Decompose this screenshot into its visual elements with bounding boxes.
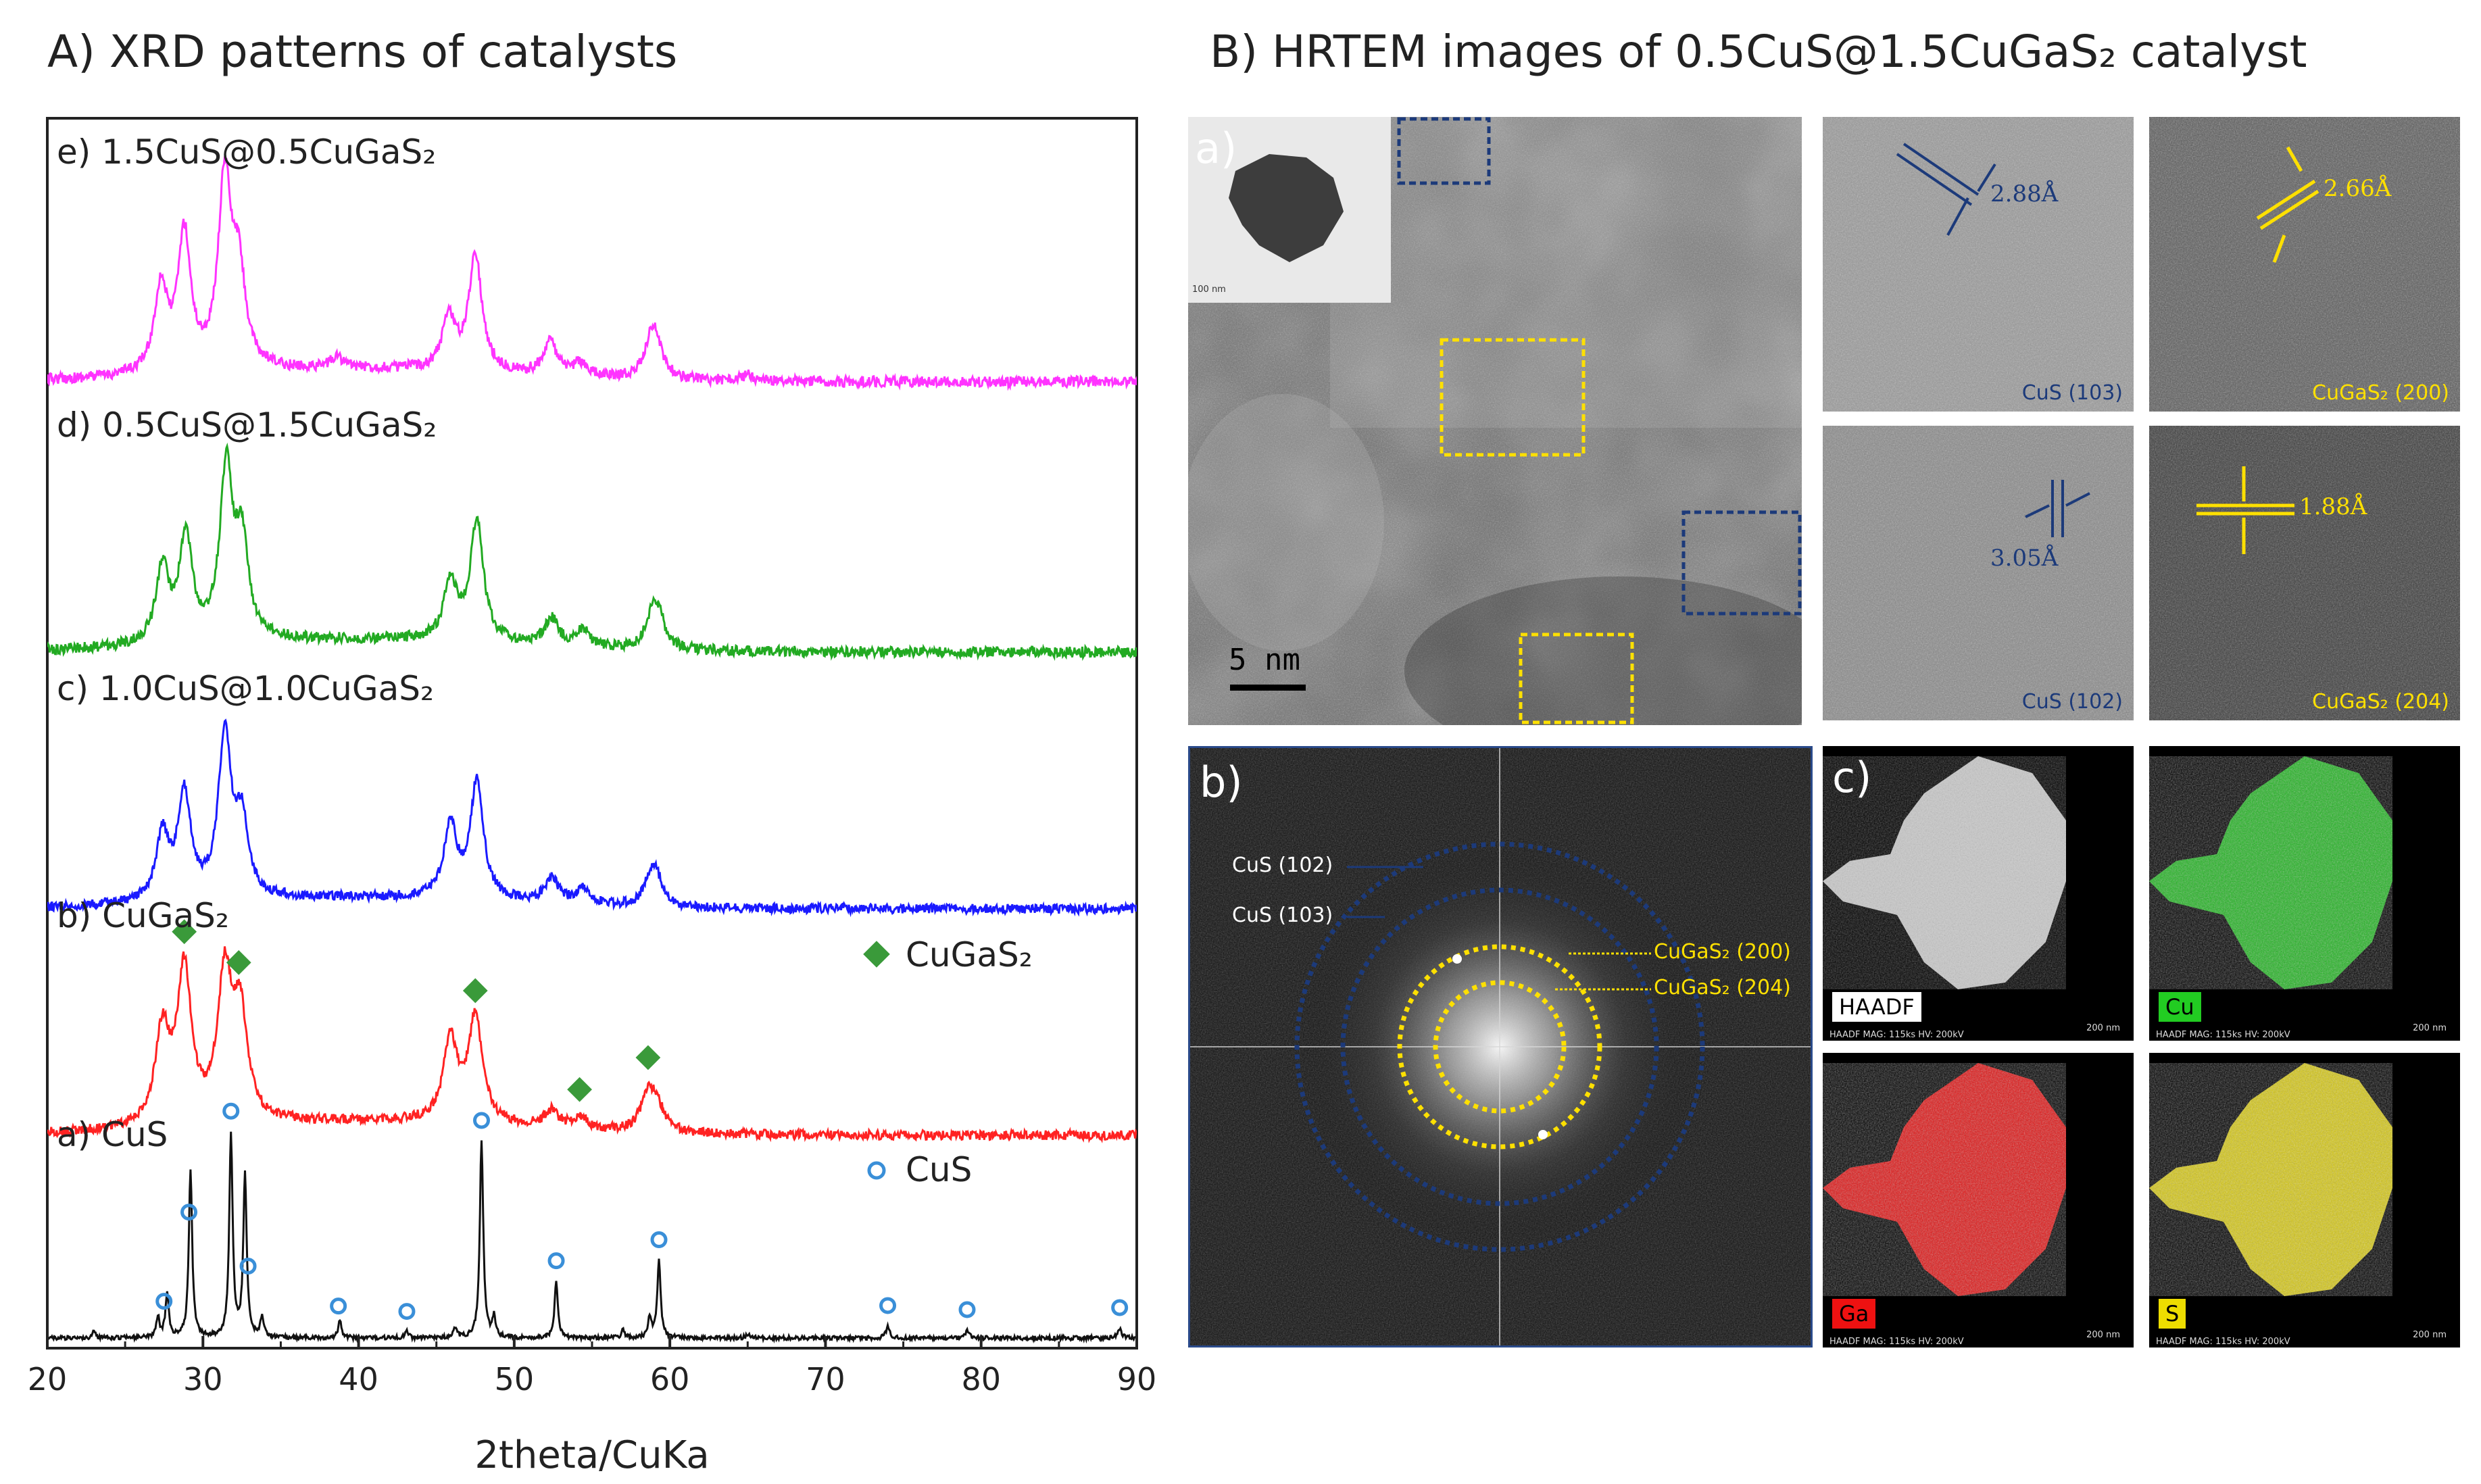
eds-info-4: HAADF MAG: 115ks HV: 200kV (2156, 1337, 2290, 1347)
series-label-e: e) 1.5CuS@0.5CuGaS₂ (57, 132, 436, 172)
eds-label-c: c) (1832, 753, 1872, 802)
fft-ring-label-4: CuGaS₂ (204) (1654, 976, 1791, 999)
x-tick-label-30: 30 (183, 1361, 223, 1398)
cus-marker-10 (958, 1301, 976, 1318)
x-tick-label-80: 80 (961, 1361, 1001, 1398)
eds-map-s: S 200 nm HAADF MAG: 115ks HV: 200kV (2149, 1053, 2460, 1347)
inset-plane-2: CuGaS₂ (200) (2312, 381, 2449, 405)
inset-cugas2-200: 2.66Å CuGaS₂ (200) (2149, 117, 2460, 412)
cus-marker-11 (1111, 1299, 1129, 1316)
eds-map-label-s: S (2159, 1299, 2186, 1329)
inset-plane-3: CuS (102) (2021, 690, 2123, 714)
series-label-d: d) 0.5CuS@1.5CuGaS₂ (57, 405, 437, 445)
cus-marker-0 (155, 1293, 173, 1310)
fft-ring-label-2: CuS (103) (1232, 904, 1333, 927)
cugas2-marker-2 (462, 978, 488, 1004)
series-line-a (47, 1131, 1137, 1344)
cugas2-marker-0 (172, 919, 197, 945)
plot-frame (46, 117, 1138, 1350)
legend-cugas2-marker (863, 941, 890, 968)
eds-info-2: HAADF MAG: 115ks HV: 200kV (2156, 1030, 2290, 1040)
eds-map-label-ga: Ga (1832, 1299, 1876, 1329)
inset-plane-4: CuGaS₂ (204) (2312, 690, 2449, 714)
legend-cugas2-label: CuGaS₂ (906, 935, 1033, 974)
inset-cus-102: 3.05Å CuS (102) (1823, 426, 2134, 720)
inset-d-spacing-1: 2.88Å (1990, 180, 2059, 207)
cus-marker-1 (180, 1204, 198, 1221)
eds-info-1: HAADF MAG: 115ks HV: 200kV (1829, 1030, 1964, 1040)
eds-info-3: HAADF MAG: 115ks HV: 200kV (1829, 1337, 1964, 1347)
series-label-b: b) CuGaS₂ (57, 896, 229, 935)
inset-d-spacing-2: 2.66Å (2324, 175, 2392, 202)
x-tick-label-70: 70 (806, 1361, 845, 1398)
cus-marker-3 (239, 1258, 257, 1275)
cus-marker-8 (650, 1231, 668, 1249)
series-label-c: c) 1.0CuS@1.0CuGaS₂ (57, 669, 434, 708)
xrd-title: A) XRD patterns of catalysts (47, 26, 678, 78)
hrtem-main-image: a) 100 nm 5 nm (1188, 117, 1802, 725)
fft-ring-label-3: CuGaS₂ (200) (1654, 940, 1791, 964)
inset-d-spacing-4: 1.88Å (2299, 493, 2367, 520)
eds-map-label-haadf: HAADF (1832, 992, 1921, 1022)
inset-cus-103: 2.88Å CuS (103) (1823, 117, 2134, 412)
x-tick-label-20: 20 (28, 1361, 68, 1398)
eds-map-ga: Ga 200 nm HAADF MAG: 115ks HV: 200kV (1823, 1053, 2134, 1347)
fft-image: b) CuS (102) CuS (103) CuGaS₂ (200) CuGa… (1188, 746, 1813, 1347)
eds-map-label-cu: Cu (2159, 992, 2201, 1022)
x-tick-label-40: 40 (339, 1361, 378, 1398)
hrtem-scale-label: 5 nm (1229, 643, 1300, 677)
eds-map-cu: Cu 200 nm HAADF MAG: 115ks HV: 200kV (2149, 746, 2460, 1041)
legend-cus-marker (867, 1161, 886, 1180)
cus-marker-7 (547, 1252, 565, 1270)
series-label-a: a) CuS (57, 1115, 168, 1154)
eds-scale-4: 200 nm (2413, 1330, 2447, 1340)
x-axis-label: 2theta/CuKa (474, 1433, 709, 1477)
x-tick-label-90: 90 (1117, 1361, 1157, 1398)
eds-scale-3: 200 nm (2086, 1330, 2120, 1340)
series-line-e (47, 156, 1137, 391)
fft-label-b: b) (1200, 758, 1243, 807)
series-line-c (47, 718, 1137, 918)
legend-cus-label: CuS (906, 1150, 972, 1189)
eds-scale-1: 200 nm (2086, 1023, 2120, 1033)
eds-scale-2: 200 nm (2413, 1023, 2447, 1033)
fft-ring-label-1: CuS (102) (1232, 854, 1333, 877)
cugas2-marker-4 (635, 1045, 661, 1070)
cus-marker-5 (398, 1303, 416, 1320)
hrtem-title: B) HRTEM images of 0.5CuS@1.5CuGaS₂ cata… (1210, 26, 2307, 78)
cus-marker-2 (222, 1102, 240, 1120)
inset-cugas2-204: 1.88Å CuGaS₂ (204) (2149, 426, 2460, 720)
cus-marker-9 (879, 1297, 897, 1314)
x-tick-label-60: 60 (650, 1361, 690, 1398)
xrd-chart: 20 30 40 50 60 70 80 90 2theta/CuKa e) 1.5CuS@0… (28, 117, 1157, 1477)
x-tick-label-50: 50 (495, 1361, 535, 1398)
series-line-d (47, 442, 1137, 662)
inset-scale-label: 100 nm (1192, 285, 1226, 295)
inset-plane-1: CuS (103) (2021, 381, 2123, 405)
cus-marker-6 (472, 1112, 490, 1129)
cus-marker-4 (330, 1297, 347, 1315)
inset-d-spacing-3: 3.05Å (1990, 545, 2059, 572)
hrtem-label-a: a) (1195, 124, 1237, 173)
eds-map-haadf: c) HAADF 200 nm HAADF MAG: 115ks HV: 200… (1823, 746, 2134, 1041)
cugas2-marker-1 (226, 950, 251, 975)
cugas2-marker-3 (567, 1077, 592, 1102)
